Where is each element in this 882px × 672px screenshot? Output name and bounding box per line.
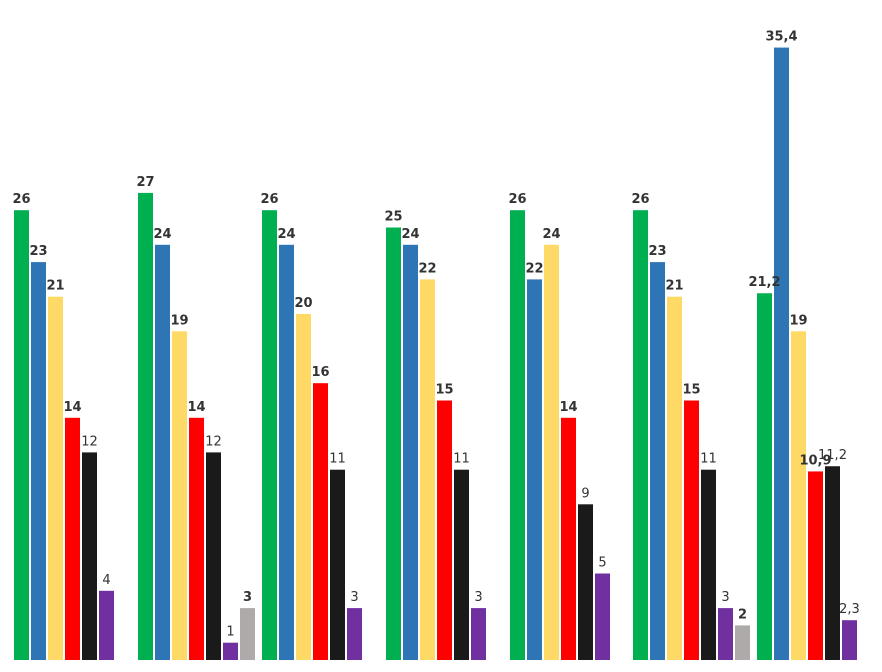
data-label-g4-1: 25 xyxy=(384,210,402,225)
data-label-g1-4: 14 xyxy=(63,400,81,415)
bar-g7-5 xyxy=(825,466,840,660)
bar-g6-4 xyxy=(684,400,699,660)
data-label-g2-2: 24 xyxy=(153,227,171,242)
data-label-g4-2: 24 xyxy=(401,227,419,242)
bar-g2-6 xyxy=(223,642,238,660)
data-label-g6-3: 21 xyxy=(665,279,683,294)
bar-g7-1 xyxy=(757,293,772,660)
bar-g1-3 xyxy=(48,296,63,660)
bar-g7-2 xyxy=(774,47,789,660)
bar-g1-1 xyxy=(14,210,29,660)
data-label-g6-5: 11 xyxy=(700,452,717,467)
bar-g6-5 xyxy=(701,469,716,660)
data-label-g7-3: 19 xyxy=(789,313,807,328)
bar-g4-1 xyxy=(386,227,401,660)
data-label-g3-5: 11 xyxy=(329,452,346,467)
bar-g5-4 xyxy=(561,417,576,660)
data-label-g7-4: 10,9 xyxy=(799,453,831,468)
bar-g5-3 xyxy=(544,244,559,661)
bar-g6-2 xyxy=(650,262,665,660)
bar-g6-7 xyxy=(735,625,750,660)
bar-g3-3 xyxy=(296,314,311,660)
bar-g2-3 xyxy=(172,331,187,660)
labels-layer: 2623211412427241914121326242016113252422… xyxy=(12,30,859,640)
bar-g3-2 xyxy=(279,244,294,661)
data-label-g5-3: 24 xyxy=(542,227,560,242)
data-label-g4-6: 3 xyxy=(474,590,482,605)
data-label-g6-2: 23 xyxy=(648,244,666,259)
bar-g7-3 xyxy=(791,331,806,660)
data-label-g2-3: 19 xyxy=(170,313,188,328)
data-label-g3-2: 24 xyxy=(277,227,295,242)
data-label-g6-4: 15 xyxy=(682,383,700,398)
bar-g5-5 xyxy=(578,504,593,660)
data-label-g5-5: 9 xyxy=(581,486,589,501)
bar-g6-1 xyxy=(633,210,648,660)
bar-g4-2 xyxy=(403,244,418,661)
data-label-g2-5: 12 xyxy=(205,434,222,449)
data-label-g5-2: 22 xyxy=(525,261,543,276)
data-label-g3-3: 20 xyxy=(294,296,312,311)
data-label-g6-1: 26 xyxy=(631,192,649,207)
bar-g1-5 xyxy=(82,452,97,660)
bar-g3-1 xyxy=(262,210,277,660)
bar-g2-4 xyxy=(189,417,204,660)
bar-g7-6 xyxy=(842,620,857,660)
data-label-g7-6: 2,3 xyxy=(839,602,860,617)
data-label-g4-3: 22 xyxy=(418,261,436,276)
data-label-g2-6: 1 xyxy=(226,625,234,640)
bar-g1-4 xyxy=(65,417,80,660)
data-label-g5-1: 26 xyxy=(508,192,526,207)
bar-g2-5 xyxy=(206,452,221,660)
data-label-g5-6: 5 xyxy=(598,556,606,571)
bar-g4-6 xyxy=(471,608,486,660)
bar-g2-1 xyxy=(138,192,153,660)
bars-layer xyxy=(14,47,857,661)
data-label-g2-7: 3 xyxy=(243,590,252,605)
bar-g3-6 xyxy=(347,608,362,660)
data-label-g1-2: 23 xyxy=(29,244,47,259)
data-label-g3-1: 26 xyxy=(260,192,278,207)
bar-g5-1 xyxy=(510,210,525,660)
bar-g1-2 xyxy=(31,262,46,660)
bar-g3-5 xyxy=(330,469,345,660)
bar-g4-3 xyxy=(420,279,435,660)
data-label-g3-6: 3 xyxy=(350,590,358,605)
data-label-g2-1: 27 xyxy=(136,175,154,190)
data-label-g5-4: 14 xyxy=(559,400,577,415)
data-label-g7-2: 35,4 xyxy=(765,30,797,45)
data-label-g4-5: 11 xyxy=(453,452,470,467)
bar-g2-7 xyxy=(240,608,255,660)
data-label-g1-3: 21 xyxy=(46,279,64,294)
data-label-g6-6: 3 xyxy=(721,590,729,605)
data-label-g7-5: 11,2 xyxy=(818,448,847,463)
data-label-g1-6: 4 xyxy=(102,573,110,588)
data-label-g1-5: 12 xyxy=(81,434,98,449)
bar-g7-4 xyxy=(808,471,823,660)
bar-g5-6 xyxy=(595,573,610,660)
bar-g4-5 xyxy=(454,469,469,660)
data-label-g3-4: 16 xyxy=(311,365,329,380)
bar-g5-2 xyxy=(527,279,542,660)
data-label-g4-4: 15 xyxy=(435,383,453,398)
bar-g6-6 xyxy=(718,608,733,660)
bar-g2-2 xyxy=(155,244,170,661)
bar-g3-4 xyxy=(313,383,328,660)
data-label-g2-4: 14 xyxy=(187,400,205,415)
data-label-g6-7: 2 xyxy=(738,607,747,622)
bar-g6-3 xyxy=(667,296,682,660)
data-label-g7-1: 21,2 xyxy=(748,275,780,290)
bar-g4-4 xyxy=(437,400,452,660)
data-label-g1-1: 26 xyxy=(12,192,30,207)
bar-g1-6 xyxy=(99,590,114,660)
